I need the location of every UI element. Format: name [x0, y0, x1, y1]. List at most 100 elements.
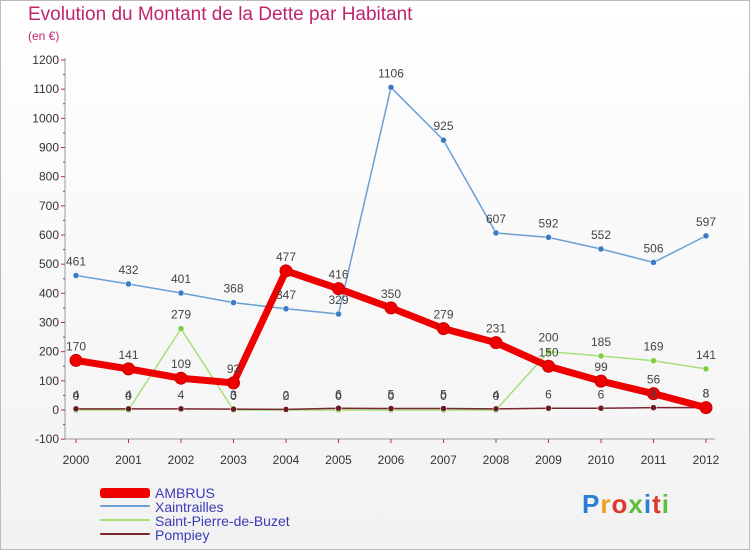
data-point-ambrus	[489, 336, 503, 350]
data-label-xaintrailles: 506	[643, 241, 663, 255]
data-point-ambrus	[279, 264, 293, 278]
legend-label-saint-pierre-de-buzet: Saint-Pierre-de-Buzet	[155, 513, 290, 529]
proxiti-logo: Proxiti	[582, 489, 670, 519]
data-point-saint-pierre-de-buzet	[650, 357, 657, 364]
data-point-xaintrailles	[177, 289, 185, 297]
x-tick-label: 2011	[641, 453, 667, 467]
data-point-pompiey	[177, 405, 185, 413]
data-point-ambrus	[69, 353, 83, 367]
data-point-ambrus	[647, 387, 660, 401]
y-tick-label: 0	[52, 403, 59, 417]
data-point-pompiey	[125, 405, 132, 413]
data-point-pompiey	[492, 405, 500, 413]
data-point-xaintrailles	[125, 280, 132, 288]
data-label-pompiey: 4	[73, 388, 80, 402]
data-point-xaintrailles	[230, 299, 237, 306]
data-label-pompiey: 4	[178, 388, 185, 402]
data-point-ambrus	[174, 371, 188, 385]
data-label-saint-pierre-de-buzet: 0	[493, 389, 500, 403]
data-label-xaintrailles: 461	[66, 255, 86, 269]
chart-title: Evolution du Montant de la Dette par Hab…	[28, 4, 413, 25]
data-label-xaintrailles: 592	[538, 216, 558, 230]
data-label-xaintrailles: 368	[223, 282, 243, 296]
data-point-xaintrailles	[440, 136, 447, 144]
x-tick-label: 2004	[273, 453, 300, 467]
data-label-pompiey: 4	[125, 388, 132, 402]
data-label-xaintrailles: 597	[696, 215, 716, 229]
x-tick-label: 2003	[220, 453, 247, 467]
data-point-xaintrailles	[545, 234, 552, 241]
x-tick-label: 2007	[430, 453, 457, 467]
legend-label-ambrus: AMBRUS	[155, 485, 215, 501]
data-point-xaintrailles	[72, 272, 80, 279]
data-label-pompiey: 8	[703, 387, 710, 401]
data-label-pompiey: 4	[493, 388, 500, 402]
y-tick-label: 500	[39, 257, 59, 271]
data-label-pompiey: 5	[440, 388, 447, 402]
data-label-saint-pierre-de-buzet: 185	[591, 335, 611, 349]
data-point-ambrus	[542, 359, 555, 373]
data-label-xaintrailles: 432	[118, 263, 138, 277]
data-label-saint-pierre-de-buzet: 141	[696, 348, 716, 362]
legend-label-xaintrailles: Xaintrailles	[155, 499, 224, 515]
legend-label-pompiey: Pompiey	[155, 527, 210, 543]
y-tick-label: 600	[39, 228, 59, 242]
x-tick-label: 2000	[63, 453, 90, 467]
data-label-pompiey: 2	[283, 388, 290, 402]
data-label-saint-pierre-de-buzet: 0	[73, 389, 80, 403]
data-label-pompiey: 6	[545, 387, 552, 401]
y-tick-label: 900	[39, 141, 59, 155]
legend-swatch-xaintrailles	[100, 505, 150, 507]
data-label-ambrus: 477	[276, 250, 296, 264]
legend-swatch-saint-pierre-de-buzet	[100, 519, 150, 521]
y-tick-label: 100	[39, 374, 59, 388]
y-tick-label: 800	[39, 170, 59, 184]
data-point-saint-pierre-de-buzet	[597, 352, 605, 360]
y-tick-label: 200	[39, 345, 59, 359]
data-point-ambrus	[699, 401, 713, 415]
data-label-saint-pierre-de-buzet: 200	[538, 331, 558, 345]
data-label-saint-pierre-de-buzet: 0	[230, 389, 237, 403]
data-label-saint-pierre-de-buzet: 0	[125, 389, 132, 403]
data-point-pompiey	[650, 404, 657, 411]
data-point-xaintrailles	[335, 310, 342, 318]
data-point-ambrus	[332, 282, 345, 296]
x-tick-label: 2009	[535, 453, 562, 467]
data-point-xaintrailles	[702, 232, 710, 240]
y-tick-label: 300	[39, 316, 59, 330]
y-tick-label: 1000	[32, 111, 59, 125]
data-label-ambrus: 109	[171, 357, 191, 371]
y-tick-label: 1200	[32, 53, 59, 67]
y-tick-label: -100	[35, 432, 59, 446]
data-point-xaintrailles	[387, 84, 395, 91]
data-label-pompiey: 5	[388, 388, 395, 402]
data-point-pompiey	[72, 405, 80, 413]
data-point-pompiey	[597, 405, 605, 412]
data-label-pompiey: 8	[650, 387, 657, 401]
data-point-pompiey	[230, 405, 237, 413]
y-tick-label: 700	[39, 199, 59, 213]
data-label-xaintrailles: 329	[328, 293, 348, 307]
data-point-ambrus	[437, 322, 450, 336]
data-label-xaintrailles: 552	[591, 228, 611, 242]
data-label-pompiey: 6	[598, 387, 605, 401]
data-label-ambrus: 170	[66, 339, 86, 353]
x-tick-label: 2006	[378, 453, 405, 467]
legend-swatch-pompiey	[100, 533, 150, 535]
data-point-pompiey	[335, 405, 342, 412]
data-point-saint-pierre-de-buzet	[177, 325, 185, 332]
data-label-ambrus: 8	[703, 387, 710, 401]
data-label-xaintrailles: 607	[486, 212, 506, 226]
data-label-xaintrailles: 1106	[378, 66, 404, 80]
y-tick-label: 400	[39, 286, 59, 300]
data-label-saint-pierre-de-buzet: 0	[440, 389, 447, 403]
data-label-ambrus: 150	[538, 345, 558, 359]
data-label-xaintrailles: 347	[276, 288, 296, 302]
data-label-xaintrailles: 925	[433, 119, 453, 133]
data-point-ambrus	[594, 374, 608, 388]
data-point-xaintrailles	[282, 305, 290, 313]
chart-subtitle: (en €)	[28, 29, 60, 43]
data-label-ambrus: 141	[118, 348, 138, 362]
